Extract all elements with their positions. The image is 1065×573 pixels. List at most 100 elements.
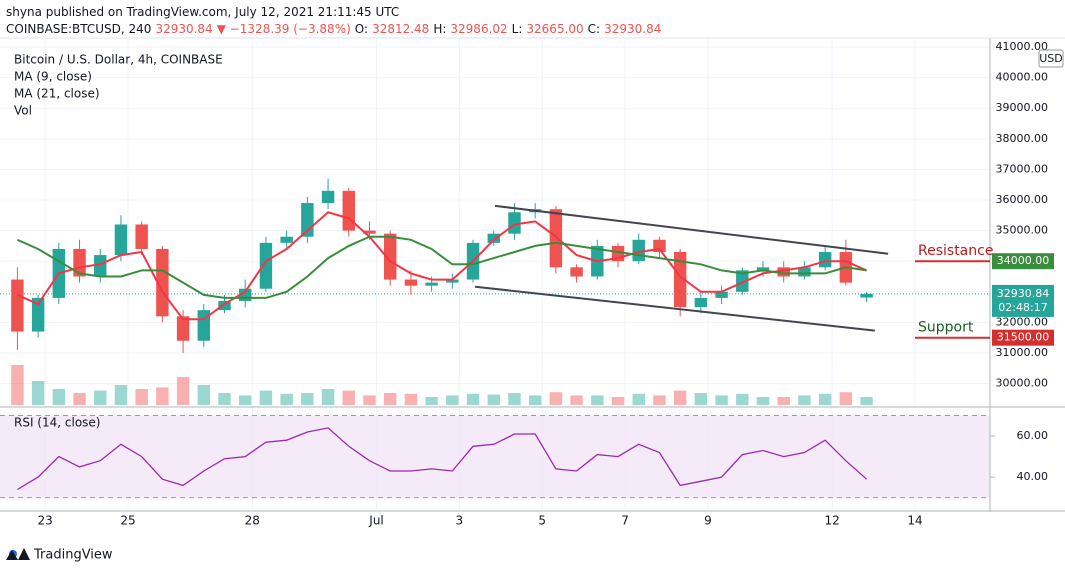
volume-bar [11, 365, 24, 405]
volume-bar [94, 390, 107, 405]
volume-bar [756, 397, 770, 405]
rsi-band [0, 415, 990, 498]
level-text: Support [918, 320, 974, 336]
volume-bar [363, 395, 376, 405]
unit-label: USD [1039, 52, 1063, 65]
volume-bar [321, 389, 335, 405]
ma-line [16, 211, 868, 321]
volume-bar [52, 389, 66, 405]
candle-body [777, 267, 790, 277]
volume-bar [301, 393, 314, 405]
quote-part: 32986.02 [450, 22, 508, 36]
volume-bar [736, 393, 749, 405]
volume-bar [425, 397, 438, 405]
x-tick-label: Jul [368, 514, 383, 528]
quote-line: COINBASE:BTCUSD, 240 32930.84 ▼ −1328.39 (… [6, 21, 665, 38]
volume-bar [280, 393, 293, 405]
volume-bar [673, 390, 687, 405]
y-tick-label: 35000.00 [996, 224, 1049, 237]
candle-body [218, 300, 231, 311]
volume-bar [839, 392, 853, 405]
x-tick-label: 23 [38, 514, 53, 528]
y-tick-label: 32000.00 [996, 315, 1049, 328]
rsi-tick-label: 60.00 [1017, 429, 1049, 442]
legend-ma9: MA (9, close) [14, 70, 92, 84]
candle-body [798, 267, 811, 277]
volume-bar [383, 393, 397, 405]
quote-part: 32665.00 [526, 22, 584, 36]
volume-bar [591, 395, 604, 405]
trend-line [475, 285, 875, 332]
candle-body [94, 255, 107, 277]
volume-bar [528, 395, 542, 405]
legend-ma21: MA (21, close) [14, 87, 100, 101]
y-tick-label: 30000.00 [996, 377, 1049, 390]
x-tick-label: 3 [456, 514, 464, 528]
y-tick-label: 31000.00 [996, 346, 1049, 359]
volume-bar [259, 390, 273, 405]
x-tick-label: 9 [704, 514, 712, 528]
volume-bar [156, 387, 169, 405]
level-badge [992, 253, 1054, 270]
last-price-label: 32930.84 [997, 287, 1050, 300]
legend-rsi: RSI (14, close) [14, 416, 100, 430]
candle-body [694, 297, 708, 308]
quote-part: 32812.48 [372, 22, 430, 36]
volume-bar [487, 394, 500, 405]
publish-line: shyna published on TradingView.com, July… [6, 5, 400, 19]
candle-body [259, 242, 273, 289]
chart-title: Bitcoin / U.S. Dollar, 4h, COINBASE [14, 53, 223, 67]
candle-body [673, 252, 687, 308]
volume-bar [114, 385, 128, 405]
y-tick-label: 41000.00 [996, 40, 1049, 53]
volume-bar [508, 393, 521, 405]
ma-line [16, 235, 867, 299]
level-badge-label: 31500.00 [997, 331, 1050, 344]
y-tick-label: 36000.00 [996, 193, 1049, 206]
level-text: Resistance [918, 243, 993, 259]
candle-body [363, 230, 376, 234]
quote-part: L: [511, 22, 523, 36]
x-tick-label: 12 [825, 514, 840, 528]
candle-body [176, 316, 190, 341]
volume-bar [218, 393, 231, 405]
logo-mark [6, 548, 30, 560]
volume-bar [715, 395, 728, 405]
candle-body [425, 282, 438, 286]
volume-bar [342, 390, 355, 405]
volume-bar [777, 397, 790, 405]
volume-bar [73, 393, 86, 405]
candle-body [487, 233, 500, 243]
volume-bar [818, 393, 832, 405]
volume-bar [176, 377, 190, 405]
volume-bar [860, 397, 873, 405]
candle-body [508, 212, 521, 234]
rsi-tick-label: 40.00 [1017, 470, 1049, 483]
volume-bar [446, 395, 459, 405]
countdown-label: 02:48:17 [998, 301, 1047, 314]
volume-bar [466, 393, 480, 405]
rsi-line [17, 427, 868, 491]
volume-bar [694, 393, 708, 405]
candle-body [715, 291, 728, 298]
volume-bar [632, 393, 645, 405]
quote-part: COINBASE:BTCUSD, 240 [6, 22, 152, 36]
candle-body [156, 248, 169, 317]
footer-logo [6, 548, 30, 560]
y-tick-label: 38000.00 [996, 132, 1049, 145]
volume-bar [570, 395, 583, 405]
volume-bar [653, 395, 666, 405]
candle-body [197, 310, 211, 341]
x-tick-label: 25 [120, 514, 135, 528]
y-tick-label: 40000.00 [996, 71, 1049, 84]
level-badge-label: 34000.00 [997, 254, 1050, 267]
candle-body [570, 267, 583, 277]
last-price-badge [992, 284, 1054, 317]
candle-body [114, 224, 128, 256]
candle-body [736, 270, 749, 292]
quote-part: C: [587, 22, 601, 36]
x-tick-label: 7 [621, 514, 629, 528]
candle-body [342, 190, 355, 231]
candle-body [818, 252, 832, 268]
legend-vol: Vol [14, 104, 32, 118]
